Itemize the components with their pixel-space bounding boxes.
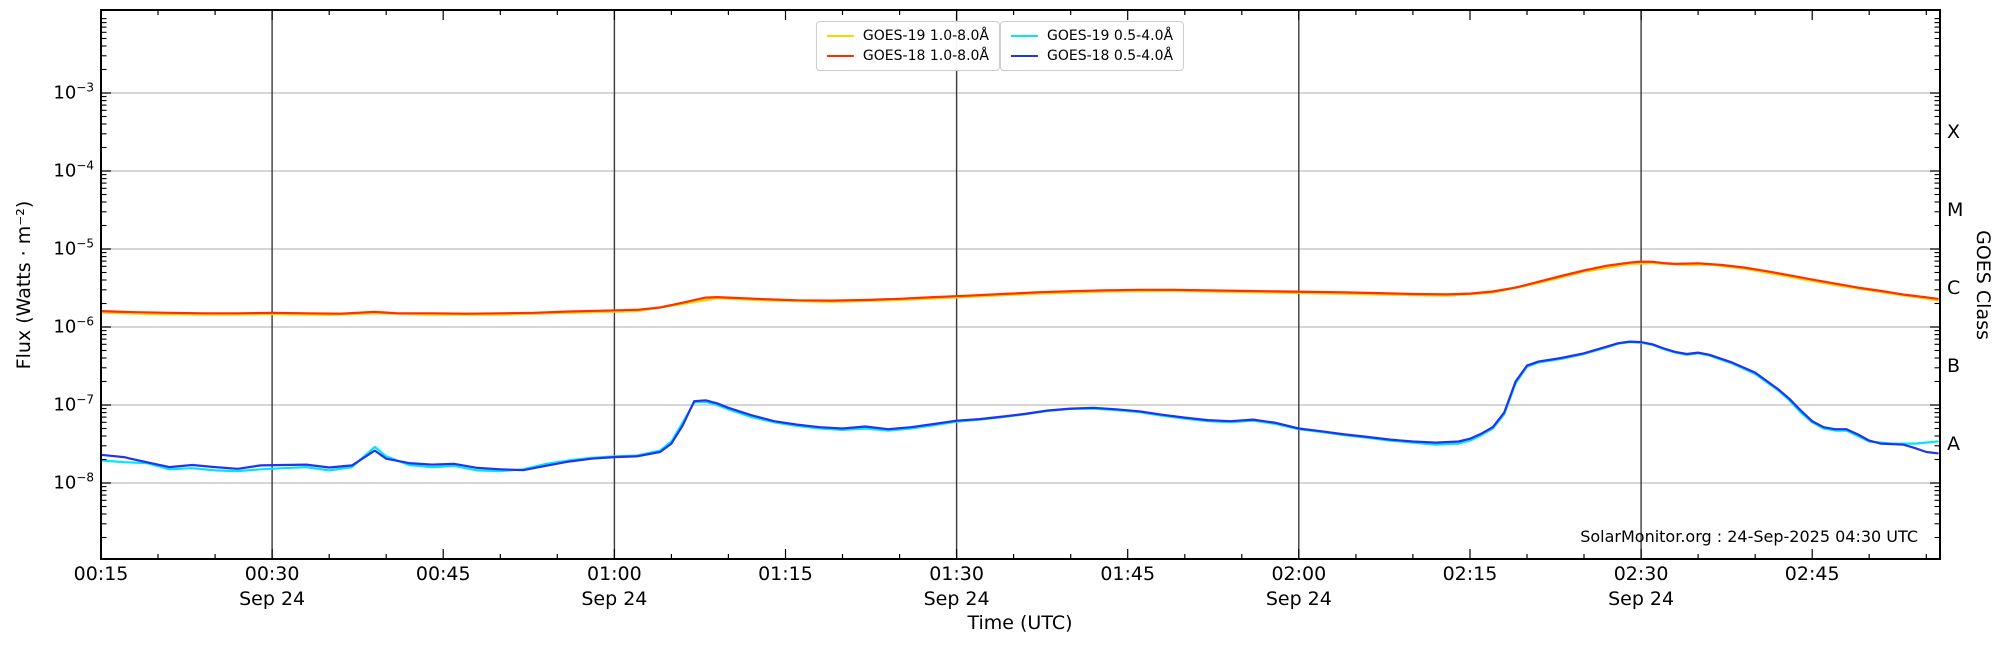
goes-class-letter-a: A — [1947, 433, 1960, 455]
y-tick-label: 10−8 — [53, 470, 94, 494]
x-tick-label: 01:00 — [586, 563, 642, 585]
vertical-gridlines — [271, 10, 1642, 559]
legend-item-goes18-short: GOES-18 0.5-4.0Å — [1011, 46, 1173, 66]
source-annotation: SolarMonitor.org : 24-Sep-2025 04:30 UTC — [1580, 527, 1918, 546]
x-tick-label: 00:15 — [73, 563, 129, 585]
x-tick-label: 01:30 — [929, 563, 984, 585]
goes-class-letter-m: M — [1947, 199, 1964, 221]
y-axis-label-right: GOES Class — [1972, 230, 1994, 340]
goes-class-letter-b: B — [1947, 355, 1961, 377]
legend-label: GOES-19 1.0-8.0Å — [862, 28, 989, 44]
x-tick-label: 01:15 — [758, 563, 813, 585]
legend-item-goes19-long: GOES-19 1.0-8.0Å — [826, 26, 989, 46]
legend-swatch-goes18-short-icon — [1011, 55, 1038, 57]
legend: GOES-19 1.0-8.0Å GOES-18 1.0-8.0Å GOES-1… — [815, 21, 1185, 71]
x-date-label: Sep 24 — [1608, 588, 1675, 610]
y-tick-label: 10−3 — [53, 80, 94, 104]
legend-item-goes18-long: GOES-18 1.0-8.0Å — [826, 46, 989, 66]
y-tick-label: 10−6 — [53, 314, 94, 338]
series-line-0 — [101, 262, 1939, 316]
plot-border — [100, 9, 1941, 560]
x-tick-label: 02:30 — [1613, 563, 1669, 585]
x-tick-label: 02:45 — [1784, 563, 1840, 585]
goes-class-letter-x: X — [1947, 121, 1961, 143]
legend-box-long-channel: GOES-19 1.0-8.0Å GOES-18 1.0-8.0Å — [815, 21, 1000, 71]
series-line-1 — [101, 260, 1939, 315]
x-tick-label: 01:45 — [1100, 563, 1156, 585]
legend-box-short-channel: GOES-19 0.5-4.0Å GOES-18 0.5-4.0Å — [1000, 21, 1185, 71]
x-axis-label: Time (UTC) — [967, 612, 1073, 634]
x-tick-label: 02:15 — [1442, 563, 1498, 585]
x-axis-ticks — [100, 10, 1927, 559]
series-curves — [101, 260, 1939, 473]
series-line-3 — [101, 340, 1939, 472]
x-date-label: Sep 24 — [239, 588, 306, 610]
x-date-label: Sep 24 — [923, 588, 990, 610]
legend-swatch-goes18-long-icon — [826, 55, 854, 57]
x-date-label: Sep 24 — [581, 588, 648, 610]
legend-label: GOES-18 0.5-4.0Å — [1047, 48, 1174, 64]
y-tick-label: 10−5 — [53, 236, 94, 260]
legend-swatch-goes19-long-icon — [826, 35, 854, 37]
legend-item-goes19-short: GOES-19 0.5-4.0Å — [1011, 26, 1173, 46]
y-tick-label: 10−7 — [53, 392, 94, 416]
x-tick-label: 02:00 — [1271, 563, 1327, 585]
y-tick-label: 10−4 — [53, 158, 94, 182]
y-axis-ticks — [101, 18, 1940, 539]
legend-label: GOES-18 1.0-8.0Å — [862, 48, 989, 64]
goes-class-letter-c: C — [1947, 277, 1961, 299]
x-tick-label: 00:30 — [244, 563, 300, 585]
x-date-label: Sep 24 — [1265, 588, 1332, 610]
horizontal-gridlines — [101, 92, 1940, 484]
x-tick-label: 00:45 — [415, 563, 471, 585]
legend-label: GOES-19 0.5-4.0Å — [1047, 28, 1174, 44]
y-axis-label-left: Flux (Watts · m⁻²) — [13, 200, 35, 370]
legend-swatch-goes19-short-icon — [1011, 35, 1038, 37]
